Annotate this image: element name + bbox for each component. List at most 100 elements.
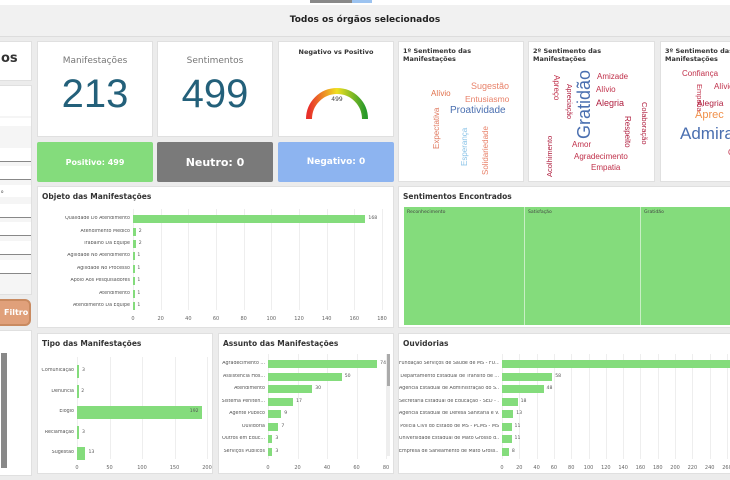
bar[interactable] xyxy=(77,426,79,440)
gridline xyxy=(502,354,503,459)
gridline xyxy=(327,354,328,459)
category-label: Universidade Estadual de Mato Grosso d..… xyxy=(399,436,499,442)
bar[interactable] xyxy=(502,372,553,381)
data-label: 18 xyxy=(520,398,527,404)
data-label: 192 xyxy=(189,409,199,415)
header-bar: Todos os órgãos selecionados xyxy=(0,5,730,37)
scrollbar[interactable] xyxy=(393,207,394,307)
x-tick-label: 40 xyxy=(533,465,540,471)
word: C xyxy=(728,148,730,157)
bar[interactable] xyxy=(502,360,730,369)
bar[interactable] xyxy=(268,447,273,456)
category-label: Departamento Estadual de Trânsito de ... xyxy=(400,373,499,379)
data-label: 58 xyxy=(555,373,562,379)
category-label: Agilidade No Atendimento xyxy=(67,253,130,259)
scrollbar[interactable] xyxy=(386,354,390,456)
gridline xyxy=(588,354,590,459)
bar[interactable] xyxy=(502,397,518,406)
bar[interactable] xyxy=(133,264,135,273)
bar[interactable] xyxy=(77,405,202,419)
x-tick-label: 260 xyxy=(722,465,730,471)
filter-button[interactable]: Filtro xyxy=(0,299,31,326)
filter-select[interactable] xyxy=(0,222,31,236)
filter-select[interactable] xyxy=(0,241,31,255)
word: Respeito xyxy=(623,116,632,148)
x-tick-label: 200 xyxy=(202,465,212,471)
filter-select[interactable] xyxy=(0,166,31,180)
bar[interactable] xyxy=(268,435,273,444)
bar[interactable] xyxy=(268,410,282,419)
filter-field[interactable] xyxy=(0,86,31,116)
x-tick-label: 180 xyxy=(652,465,663,471)
bar[interactable] xyxy=(77,385,79,399)
chart-title: Ouvidorias xyxy=(403,339,449,348)
gridline xyxy=(356,354,358,459)
chart-title: Sentimentos Encontrados xyxy=(403,192,512,201)
bar[interactable] xyxy=(502,385,544,394)
bar[interactable] xyxy=(133,240,136,248)
bar[interactable] xyxy=(133,302,135,310)
data-label: 30 xyxy=(315,386,322,392)
tab-indicator[interactable] xyxy=(310,0,352,3)
data-label: 13 xyxy=(88,450,95,456)
word: Amor xyxy=(572,140,592,149)
gridline xyxy=(386,354,387,459)
gridline xyxy=(271,209,273,310)
bar[interactable] xyxy=(133,289,135,298)
treemap-cell[interactable]: Reconhecimento xyxy=(404,207,525,325)
gridline xyxy=(640,354,642,459)
bar[interactable] xyxy=(268,385,313,394)
category-label: Ouvidoria xyxy=(241,423,265,429)
bar[interactable] xyxy=(77,446,86,460)
word: Alegria xyxy=(697,98,724,108)
gridline xyxy=(207,357,208,459)
bar[interactable] xyxy=(502,422,512,431)
word: Apreciação xyxy=(565,84,572,120)
data-label: 3 xyxy=(81,429,85,435)
data-label: 8 xyxy=(511,448,515,454)
bar[interactable] xyxy=(133,277,135,286)
tab-indicator-active[interactable] xyxy=(352,0,372,3)
bar[interactable] xyxy=(268,422,279,431)
gridline xyxy=(268,354,269,459)
chart-objeto: Objeto das Manifestações 0 20 40 60 80 100 120… xyxy=(37,186,394,328)
category-label: Assistência Hos... xyxy=(222,373,265,379)
bar[interactable] xyxy=(268,372,342,381)
filter-select[interactable] xyxy=(0,204,31,218)
x-tick-label: 0 xyxy=(266,465,270,471)
bar[interactable] xyxy=(268,360,378,369)
chart-title: Assunto das Manifestações xyxy=(223,339,339,348)
bar[interactable] xyxy=(502,410,514,419)
category-label: Outros em Educ... xyxy=(222,436,265,442)
treemap-cell[interactable]: Gratidão xyxy=(641,207,730,325)
filter-select[interactable] xyxy=(0,260,31,274)
category-label: Serviços Públicos xyxy=(223,448,265,454)
word: Agradecimento xyxy=(574,152,628,161)
bar[interactable] xyxy=(502,447,509,456)
filter-select[interactable] xyxy=(0,148,31,162)
data-label: 11 xyxy=(514,423,521,429)
bar[interactable] xyxy=(133,227,136,236)
category-label: Qualidade Do Atendimento xyxy=(64,216,130,222)
stat-negativo: Negativo: 0 xyxy=(278,142,394,182)
gridline xyxy=(299,209,300,310)
filter-field[interactable] xyxy=(0,118,31,126)
bar[interactable] xyxy=(268,397,294,406)
wordcloud-title: 3º Sentimento das Manifestações xyxy=(665,47,730,63)
bar[interactable] xyxy=(133,215,366,224)
category-label: Secretaria Estadual de Educação - SED - … xyxy=(399,398,499,404)
bar[interactable] xyxy=(77,364,79,378)
gridline xyxy=(243,209,245,310)
gridline xyxy=(553,354,555,459)
data-label: 7 xyxy=(281,423,285,429)
data-label: 2 xyxy=(138,241,142,246)
bar[interactable] xyxy=(502,435,512,444)
chart-ouvidorias: Ouvidorias 0 20 40 60 80 100 120 140 160 180 200 22… xyxy=(398,333,730,474)
x-tick-label: 140 xyxy=(321,316,332,322)
gridline xyxy=(675,354,677,459)
bar[interactable] xyxy=(133,252,135,261)
treemap-cell[interactable]: Satisfação xyxy=(525,207,641,325)
kpi-manifestacoes: Manifestações 213 xyxy=(37,41,153,137)
filter-select[interactable]: o xyxy=(0,185,31,197)
x-tick-label: 100 xyxy=(137,465,147,471)
